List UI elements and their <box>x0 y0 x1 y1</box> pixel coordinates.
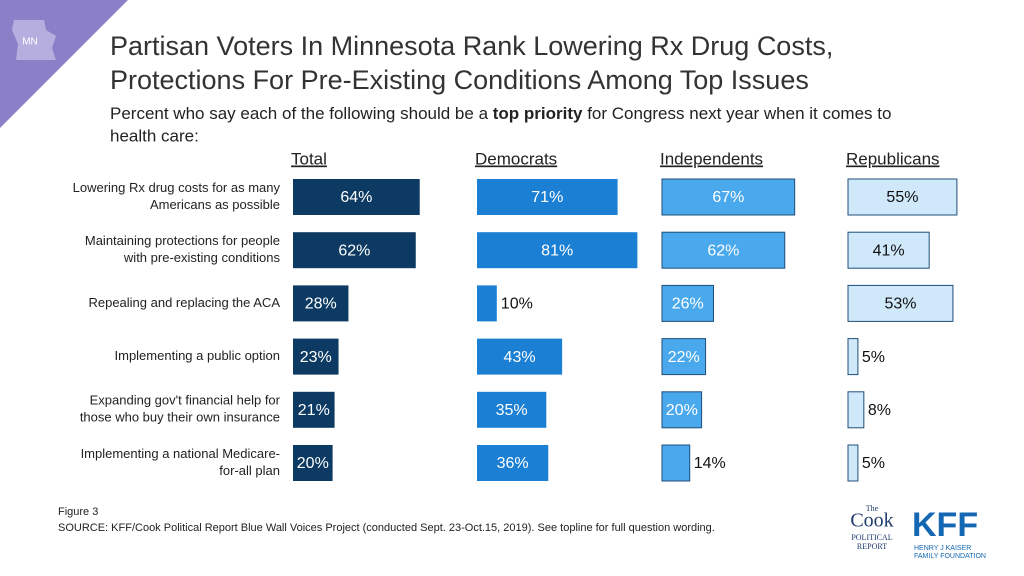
value-label: 35% <box>496 402 528 419</box>
subtitle: health care: <box>110 126 199 145</box>
value-label: 20% <box>297 455 329 472</box>
category-label: Americans as possible <box>150 197 280 212</box>
bar <box>661 178 796 216</box>
logo-text: The <box>866 504 879 513</box>
bar <box>661 444 691 482</box>
value-label: 8% <box>868 402 891 419</box>
bar <box>661 284 714 322</box>
value-label: 36% <box>497 455 529 472</box>
bar <box>847 284 954 322</box>
bar <box>661 391 703 429</box>
category-label: Implementing a national Medicare- <box>81 446 280 461</box>
badge-label: MN <box>22 37 38 48</box>
category-label: Maintaining protections for people <box>85 233 280 248</box>
value-label: 43% <box>504 349 536 366</box>
bar <box>293 445 333 481</box>
value-label: 20% <box>666 402 698 419</box>
cook-logo: The Cook POLITICAL REPORT <box>850 504 893 551</box>
legend-label: Republicans <box>846 149 940 168</box>
value-label: 26% <box>672 296 704 313</box>
category-label: those who buy their own insurance <box>80 410 280 425</box>
category-label: Expanding gov't financial help for <box>90 393 281 408</box>
value-label: 53% <box>884 296 916 313</box>
value-label: 10% <box>501 296 533 313</box>
logo-text: REPORT <box>857 542 887 551</box>
bar <box>477 391 547 428</box>
figure-label: Figure 3 <box>58 506 98 518</box>
bar <box>847 444 859 482</box>
subtitle-part: for Congress next year when it comes to <box>582 104 891 123</box>
category-label: Implementing a public option <box>115 348 281 363</box>
chart-title: Protections For Pre-Existing Conditions … <box>110 65 809 95</box>
source: SOURCE: KFF/Cook Political Report Blue W… <box>58 522 715 534</box>
category-label: Lowering Rx drug costs for as many <box>73 180 281 195</box>
bar <box>477 445 549 481</box>
value-label: 71% <box>531 189 563 206</box>
logo-text: KFF <box>912 506 978 544</box>
logo-text: FAMILY FOUNDATION <box>914 553 986 560</box>
legend-label: Total <box>291 149 327 168</box>
bar <box>661 231 786 269</box>
bar <box>477 179 618 215</box>
logo-text: POLITICAL <box>851 533 892 542</box>
bar <box>847 231 930 269</box>
value-label: 67% <box>712 189 744 206</box>
value-label: 41% <box>873 242 905 259</box>
value-label: 28% <box>305 296 337 313</box>
bar <box>477 338 563 375</box>
value-label: 23% <box>300 349 332 366</box>
bar <box>847 391 865 429</box>
value-label: 5% <box>862 455 885 472</box>
subtitle: Percent who say each of the following sh… <box>110 104 891 123</box>
logo-text: Cook <box>850 510 893 532</box>
category-label: for-all plan <box>219 463 280 478</box>
bar <box>293 338 339 375</box>
bar <box>293 391 335 428</box>
value-label: 81% <box>541 242 573 259</box>
bar <box>477 285 497 322</box>
chart-title: Partisan Voters In Minnesota Rank Loweri… <box>110 31 833 61</box>
legend-label: Democrats <box>475 149 557 168</box>
value-label: 14% <box>694 455 726 472</box>
kff-logo: KFF HENRY J KAISER FAMILY FOUNDATION <box>912 506 986 560</box>
subtitle-part: Percent who say each of the following sh… <box>110 104 493 123</box>
category-label: with pre-existing conditions <box>123 250 281 265</box>
bar <box>293 232 416 269</box>
bar <box>847 178 958 216</box>
logo-text: HENRY J KAISER <box>914 545 971 552</box>
value-label: 62% <box>338 242 370 259</box>
subtitle-part: top priority <box>493 104 583 123</box>
value-label: 62% <box>707 242 739 259</box>
bar <box>293 179 420 215</box>
value-label: 64% <box>340 189 372 206</box>
bar <box>477 232 638 269</box>
value-label: 21% <box>298 402 330 419</box>
bar <box>293 285 349 322</box>
category-label: Repealing and replacing the ACA <box>88 295 280 310</box>
value-label: 55% <box>886 189 918 206</box>
value-label: 22% <box>668 349 700 366</box>
corner-badge <box>0 0 128 128</box>
value-label: 5% <box>862 349 885 366</box>
legend-label: Independents <box>660 149 763 168</box>
bar <box>847 338 859 376</box>
bar <box>661 338 707 376</box>
state-shape <box>12 20 56 60</box>
